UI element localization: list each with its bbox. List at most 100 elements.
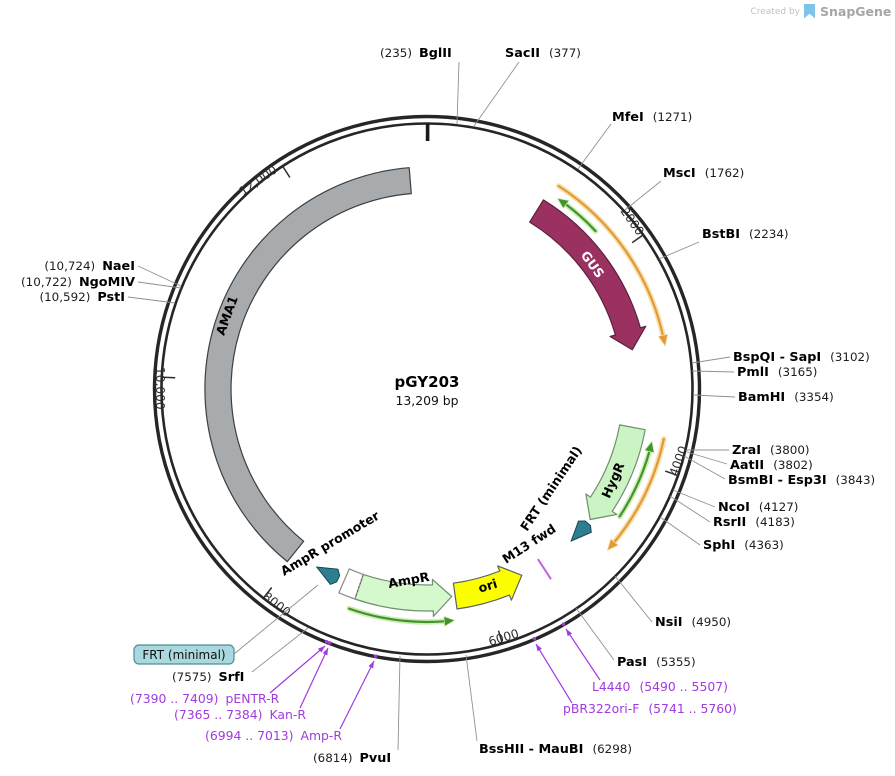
callout-ncoi	[672, 489, 716, 508]
site-label-pbr322ori-f[interactable]: pBR322ori-F (5741 .. 5760)	[563, 701, 737, 716]
backbone-circle	[152, 114, 702, 664]
site-label-msci[interactable]: MscI (1762)	[663, 166, 744, 181]
scale-tick-2000	[631, 234, 644, 244]
green-arrow-line	[348, 607, 446, 624]
feature-hygr[interactable]	[585, 424, 646, 521]
promoter-divider	[354, 575, 364, 599]
callout-sacii	[473, 61, 520, 127]
backbone-outer-ring	[152, 114, 702, 664]
site-label-kan-r[interactable]: (7365 .. 7384) Kan-R	[174, 707, 306, 722]
frt-site-marker[interactable]	[315, 566, 341, 585]
feature-ama1[interactable]	[204, 167, 412, 563]
site-label-bstbi[interactable]: BstBI (2234)	[702, 227, 789, 242]
site-label-naei[interactable]: (10,724) NaeI	[44, 259, 135, 274]
green-arrow-head	[556, 197, 570, 210]
feature-label-frt-minimal[interactable]: FRT (minimal)	[517, 443, 585, 533]
callout-arrowhead	[318, 646, 325, 653]
feature-ampr[interactable]	[354, 573, 453, 617]
callout-psti	[127, 296, 176, 304]
site-labels: (235) BglII SacII (377) MfeI (1271) MscI (1762)…	[21, 46, 875, 766]
frt-minimal-box[interactable]	[133, 644, 235, 665]
site-label-nsii[interactable]: NsiI (4950)	[655, 615, 731, 630]
snapgene-flag-icon	[804, 4, 815, 19]
backbone-inner-ring	[160, 122, 694, 656]
callout-bamhi	[692, 394, 736, 398]
site-label-srfi[interactable]: (7575) SrfI	[172, 670, 244, 685]
site-label-amp-r[interactable]: (6994 .. 7013) Amp-R	[205, 728, 342, 743]
orange-arrow-head	[657, 333, 669, 348]
site-label-mfei[interactable]: MfeI (1271)	[612, 110, 692, 125]
frt-minimal-box-label: FRT (minimal)	[142, 648, 225, 662]
callout-msci	[624, 180, 662, 211]
orange-arrow-line	[557, 184, 665, 337]
callout-ngomiv	[137, 281, 182, 289]
scale-label-10-000: 10,000	[153, 367, 167, 410]
feature-label-ampr[interactable]: AmpR	[387, 569, 431, 591]
green-arrow-line	[618, 450, 651, 518]
callout-srfi	[251, 627, 309, 673]
primer-site-dot	[324, 640, 329, 644]
site-label-bamhi[interactable]: BamHI (3354)	[738, 390, 834, 405]
callout-bspqi-sapi	[691, 356, 731, 364]
callout-pasi	[575, 607, 615, 661]
plasmid-name: pGY203	[395, 373, 460, 391]
site-label-bsshii-maubi[interactable]: BssHII - MauBI (6298)	[479, 742, 632, 757]
callout-arrowhead	[322, 648, 328, 656]
site-label-psti[interactable]: (10,592) PstI	[39, 290, 125, 305]
callout-kan-r	[299, 647, 329, 709]
m13-fwd-primer-tick[interactable]	[537, 558, 552, 580]
branding: Created by SnapGene	[750, 4, 891, 19]
site-label-zrai[interactable]: ZraI (3800)	[732, 443, 810, 458]
feature-ori[interactable]	[452, 565, 523, 610]
scale-tick-10-000	[162, 376, 176, 379]
site-label-sacii[interactable]: SacII (377)	[505, 46, 581, 61]
frt-site-marker[interactable]	[570, 520, 592, 542]
scale-label-12-000: 12,000	[237, 163, 280, 199]
scale-tick-6000	[497, 630, 503, 644]
scale-tick-12-000	[282, 166, 291, 178]
callout-lines	[127, 61, 736, 751]
callout-pvui	[397, 655, 401, 751]
callout-naei	[137, 265, 182, 287]
green-arrow-head	[443, 615, 456, 627]
callout-pbr322ori-f	[535, 643, 573, 704]
callout-arrowhead	[368, 661, 374, 669]
site-label-pmli[interactable]: PmlI (3165)	[737, 365, 817, 380]
site-label-l4440[interactable]: L4440 (5490 .. 5507)	[592, 679, 728, 694]
site-label-bsmbi-esp3i[interactable]: BsmBI - Esp3I (3843)	[728, 473, 875, 488]
green-arrow-head	[643, 440, 655, 454]
callout-bglii	[456, 61, 460, 125]
site-label-sphi[interactable]: SphI (4363)	[703, 538, 784, 553]
site-label-pentr-r[interactable]: (7390 .. 7409) pENTR-R	[130, 691, 280, 706]
callout-nsii	[614, 575, 653, 623]
callout-bsmbi-esp3i	[683, 455, 726, 480]
orf-direction-arrows	[346, 183, 669, 627]
feature-gus[interactable]	[529, 199, 647, 351]
scale-tick-8000	[263, 587, 273, 599]
primer-site-dot	[327, 641, 332, 645]
orange-arrow-head	[606, 538, 619, 552]
center-title: pGY203 13,209 bp	[395, 373, 460, 408]
site-label-bspqi-sapi[interactable]: BspQI - SapI (3102)	[733, 350, 870, 365]
created-by-text: Created by	[750, 7, 800, 17]
callout-bstbi	[658, 241, 700, 260]
snapgene-brand-text: SnapGene	[820, 4, 891, 19]
callout-arrowhead	[566, 629, 572, 637]
site-label-pvui[interactable]: (6814) PvuI	[313, 751, 391, 766]
site-label-ncoi[interactable]: NcoI (4127)	[718, 500, 798, 515]
primer-site-dot	[562, 622, 566, 626]
site-label-aatii[interactable]: AatII (3802)	[730, 458, 813, 473]
callout-pentr-r	[269, 645, 326, 694]
site-label-ngomiv[interactable]: (10,722) NgoMIV	[21, 275, 135, 290]
scale-tick-4000	[664, 470, 678, 477]
callout-pmli	[691, 370, 735, 373]
primer-site-dot	[532, 637, 537, 641]
site-markers	[315, 520, 592, 658]
site-label-bglii[interactable]: (235) BglII	[380, 46, 452, 61]
callout-frt-box	[233, 584, 319, 655]
site-label-rsrii[interactable]: RsrII (4183)	[713, 515, 795, 530]
site-label-pasi[interactable]: PasI (5355)	[617, 655, 696, 670]
